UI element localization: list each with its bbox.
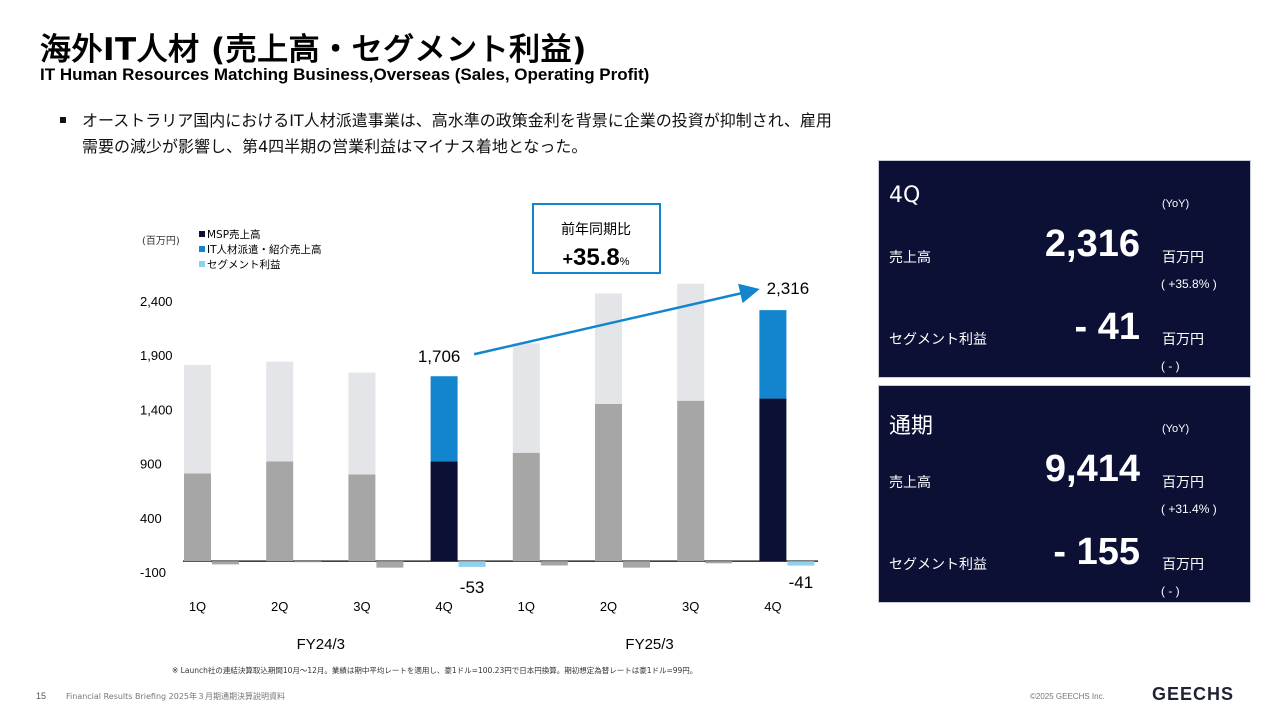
- x-tick-label: 1Q: [189, 599, 206, 614]
- profit-unit: 百万円: [1162, 332, 1204, 348]
- data-label: -53: [460, 578, 485, 597]
- bar-it-sales: [512, 343, 540, 453]
- callout-label: 前年同期比: [561, 221, 631, 238]
- page-subtitle: IT Human Resources Matching Business,Ove…: [40, 65, 650, 84]
- yoy-callout: 前年同期比 +35.8%: [473, 203, 760, 356]
- callout-box: [532, 203, 661, 274]
- callout-suffix: %: [620, 256, 630, 268]
- panel-title: 通期: [889, 414, 934, 439]
- data-label: 2,316: [767, 279, 810, 298]
- bar-msp-sales: [677, 400, 705, 562]
- x-tick-label: 2Q: [271, 599, 288, 614]
- summary-panel-fy: 通期 (YoY) 売上高 9,414 百万円 ( +31.4% ) セグメント利…: [878, 385, 1251, 603]
- bullet-square-icon: [60, 117, 66, 123]
- bar-segment-profit: [623, 561, 650, 568]
- x-tick-label: 4Q: [435, 599, 452, 614]
- sales-label: 売上高: [889, 250, 931, 266]
- bar-msp-sales: [512, 452, 540, 562]
- panel-title: 4Q: [889, 183, 921, 208]
- profit-change: ( - ): [1161, 584, 1180, 598]
- legend-swatch: [199, 231, 205, 237]
- bar-msp-sales: [595, 403, 622, 562]
- x-tick-label: 1Q: [518, 599, 535, 614]
- legend-label: セグメント利益: [207, 258, 281, 271]
- x-tick-label: 3Q: [353, 599, 370, 614]
- legend-swatch: [199, 246, 205, 252]
- bar-segment-profit: [540, 561, 568, 566]
- chart-bars: [184, 283, 815, 568]
- yoy-label: (YoY): [1162, 423, 1190, 435]
- bar-segment-profit: [376, 561, 404, 568]
- page-number: 15: [36, 691, 47, 701]
- page-title: 海外IT人材 (売上高・セグメント利益): [40, 32, 587, 68]
- bar-msp-sales: [266, 461, 294, 562]
- bar-msp-sales: [184, 473, 211, 562]
- yoy-label: (YoY): [1162, 198, 1190, 210]
- profit-change: ( - ): [1161, 359, 1180, 373]
- sales-change: ( +35.8% ): [1161, 277, 1217, 291]
- callout-number: 35.8: [573, 244, 620, 271]
- bar-it-sales: [266, 361, 294, 462]
- profit-value: - 155: [1053, 531, 1140, 573]
- bar-it-sales: [595, 293, 622, 404]
- y-unit-label: (百万円): [142, 235, 180, 247]
- profit-label: セグメント利益: [889, 332, 987, 348]
- profit-value: - 41: [1074, 306, 1140, 348]
- chart-labels: 1Q 2Q 3Q 4Q 1Q 2Q 3Q 4Q FY24/3 FY25/3 1,706 2,316 -5…: [189, 279, 813, 653]
- legend-swatch: [199, 261, 205, 267]
- bar-it-sales: [184, 364, 211, 474]
- period-group-label: FY24/3: [297, 636, 345, 653]
- footer-doc-title: Financial Results Briefing 2025年３月期通期決算説…: [66, 692, 286, 701]
- y-tick-label: -100: [140, 565, 166, 580]
- profit-label: セグメント利益: [889, 557, 987, 573]
- bar-segment-profit: [212, 561, 239, 565]
- data-label: -41: [789, 573, 814, 592]
- callout-value: +35.8%: [562, 244, 629, 271]
- x-tick-label: 2Q: [600, 599, 617, 614]
- y-tick-label: 400: [140, 511, 162, 526]
- bar-segment-profit: [705, 561, 733, 564]
- summary-text: オーストラリア国内におけるIT人材派遣事業は、高水準の政策金利を背景に企業の投資…: [82, 111, 832, 156]
- sales-value: 9,414: [1044, 448, 1140, 490]
- y-tick-label: 1,900: [140, 348, 173, 363]
- bar-segment-profit: [294, 561, 322, 563]
- footer-copyright: ©2025 GEECHS Inc.: [1030, 692, 1105, 701]
- y-tick-label: 2,400: [140, 294, 173, 309]
- sales-value: 2,316: [1044, 223, 1140, 265]
- chart-grid: -100 400 900 1,400 1,900 2,400 (百万円): [140, 235, 818, 580]
- y-tick-label: 1,400: [140, 402, 173, 417]
- bar-it-sales: [759, 310, 787, 399]
- bar-segment-profit: [458, 561, 486, 567]
- bar-msp-sales: [348, 474, 376, 562]
- x-tick-label: 4Q: [764, 599, 781, 614]
- legend-label: IT人材派遣・紹介売上高: [207, 243, 322, 256]
- callout-sign: +: [562, 249, 573, 269]
- profit-unit: 百万円: [1162, 557, 1204, 573]
- growth-arrow: [473, 283, 760, 356]
- period-group-label: FY25/3: [625, 636, 673, 653]
- chart-footnote: ※ Launch社の連結決算取込期間10月～12月。業績は期中平均レートを適用し…: [172, 665, 697, 675]
- sales-change: ( +31.4% ): [1161, 502, 1217, 516]
- y-tick-label: 900: [140, 457, 162, 472]
- bar-segment-profit: [787, 561, 815, 566]
- x-tick-label: 3Q: [682, 599, 699, 614]
- summary-panel-4q: 4Q (YoY) 売上高 2,316 百万円 ( +35.8% ) セグメント利…: [878, 160, 1251, 378]
- bar-msp-sales: [759, 398, 787, 562]
- bar-it-sales: [430, 376, 458, 462]
- company-logo: GEECHS: [1152, 684, 1235, 704]
- bar-it-sales: [348, 372, 376, 475]
- data-label: 1,706: [418, 347, 461, 366]
- sales-unit: 百万円: [1162, 475, 1204, 491]
- sales-label: 売上高: [889, 475, 931, 491]
- summary-bullet: オーストラリア国内におけるIT人材派遣事業は、高水準の政策金利を背景に企業の投資…: [60, 108, 842, 160]
- bar-it-sales: [677, 283, 705, 401]
- legend-label: MSP売上高: [207, 228, 261, 241]
- bar-msp-sales: [430, 461, 458, 562]
- sales-unit: 百万円: [1162, 250, 1204, 266]
